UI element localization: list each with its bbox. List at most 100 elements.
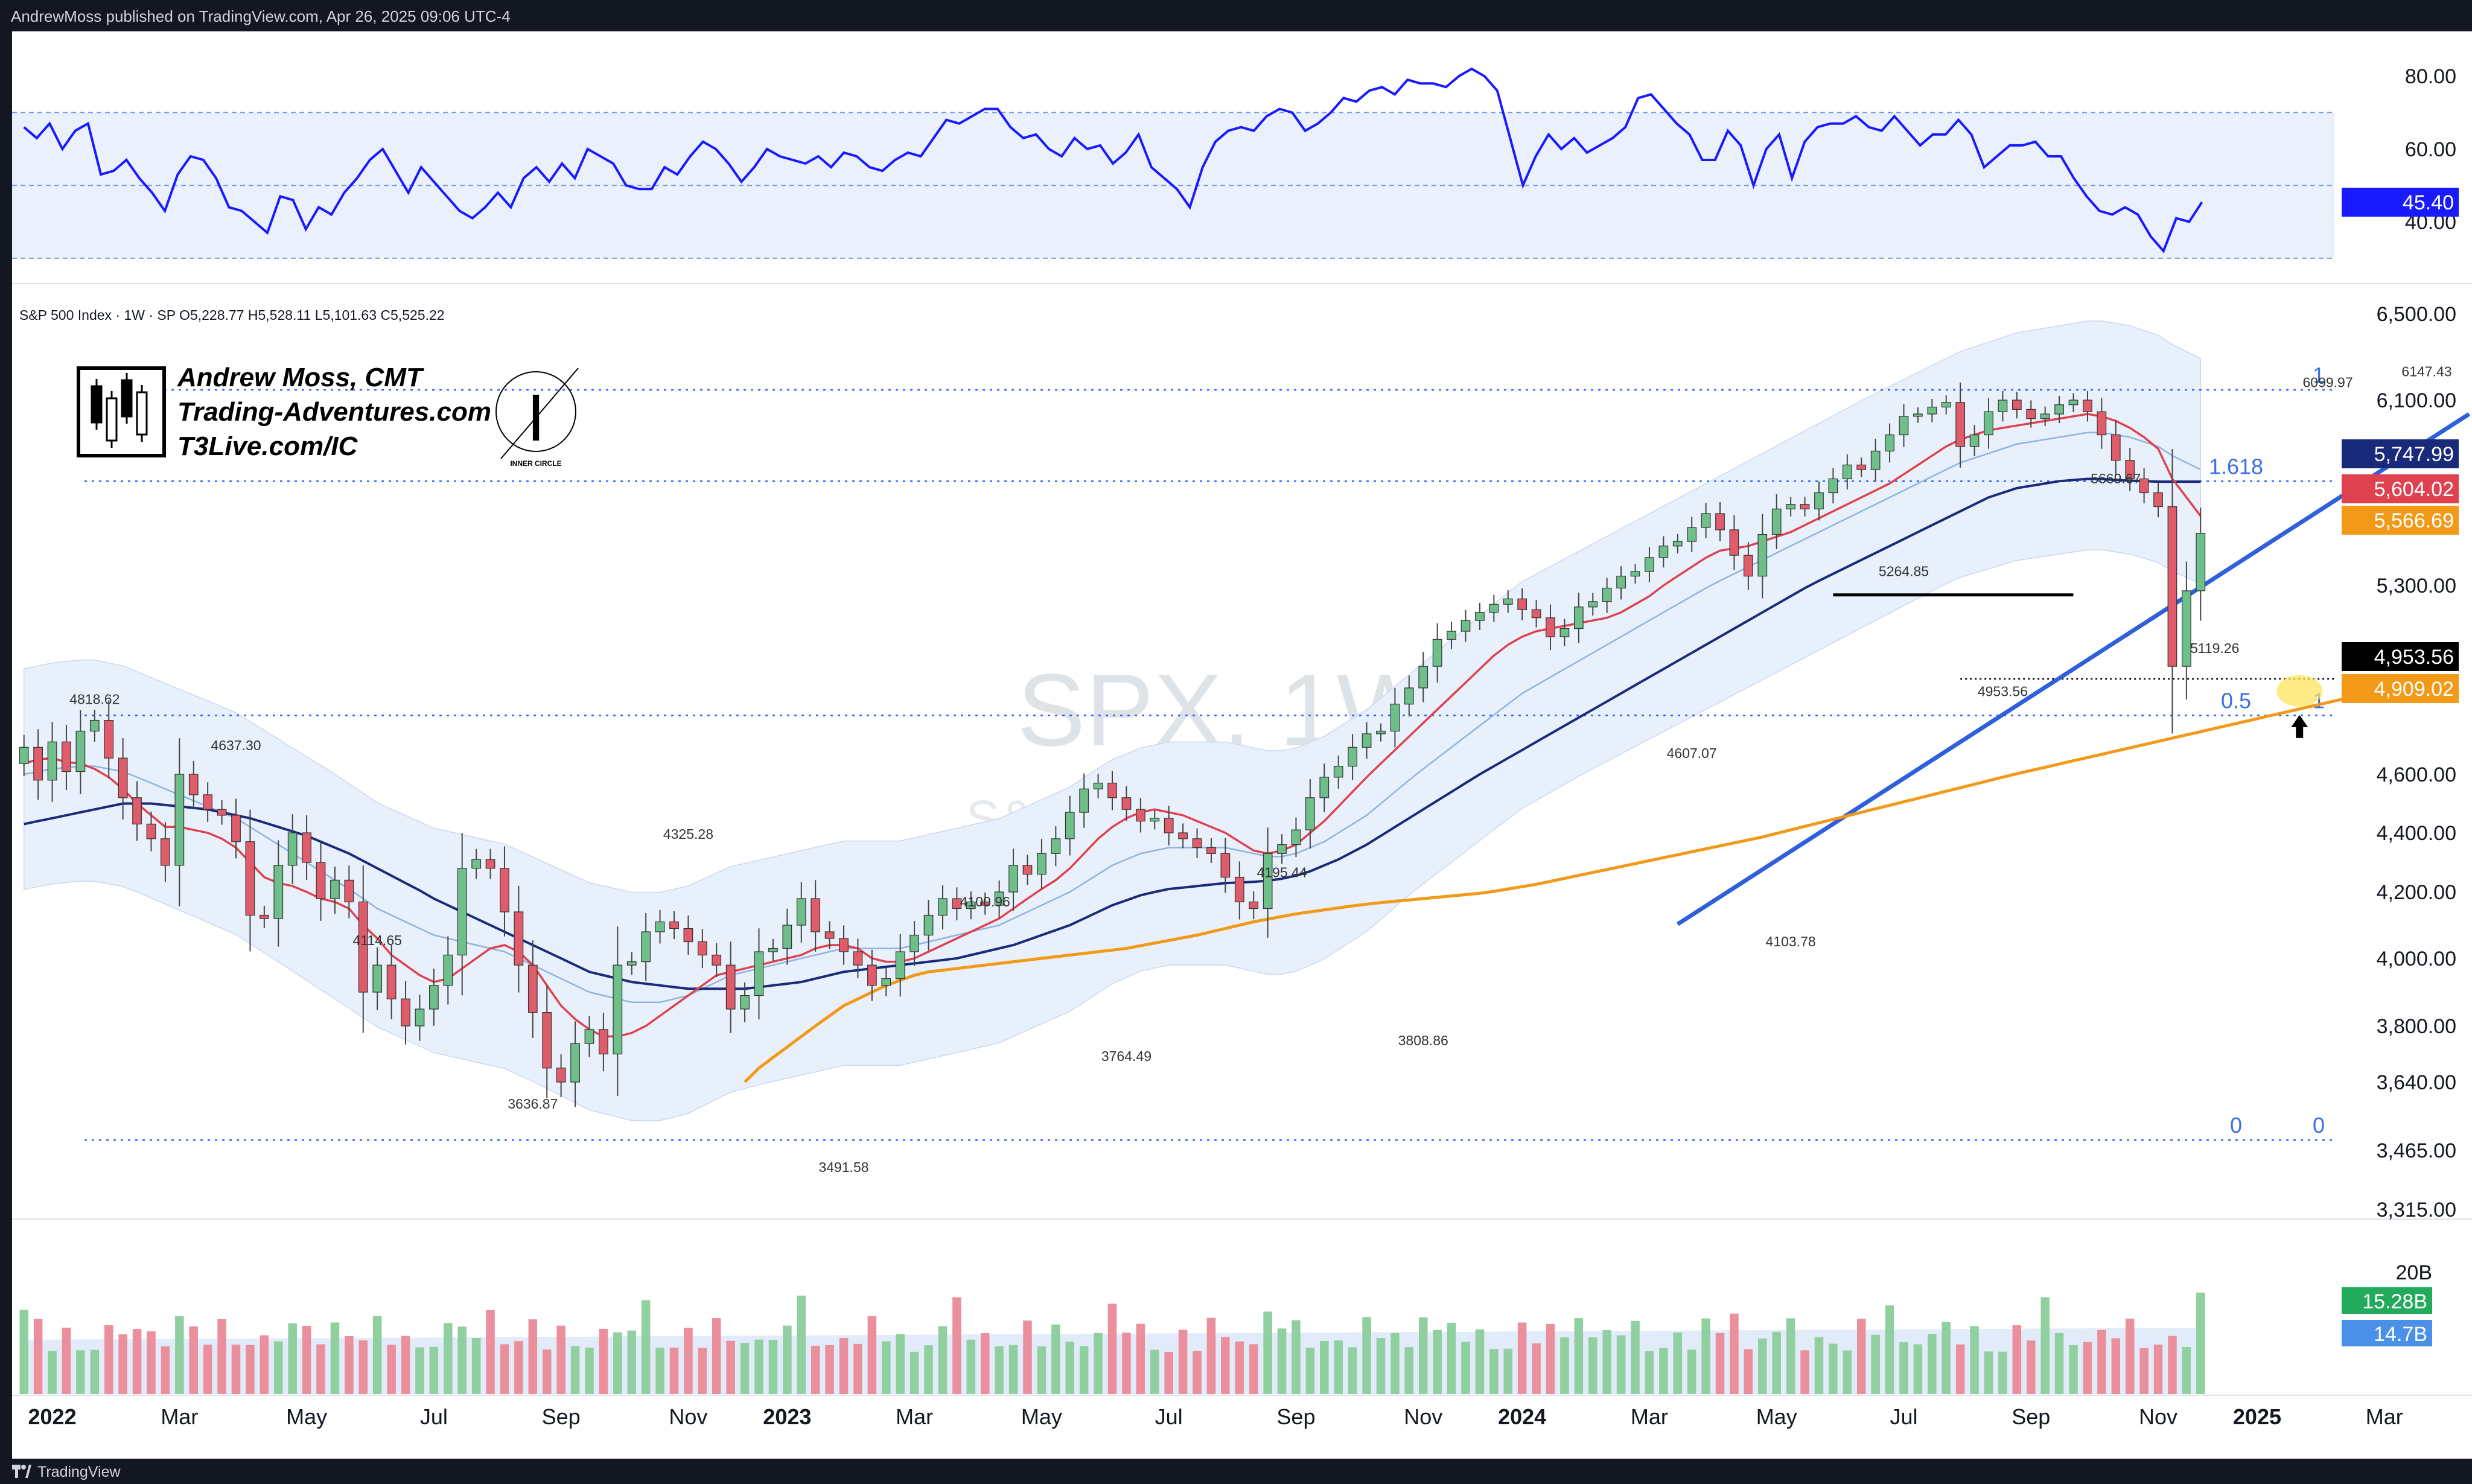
volume-bar bbox=[288, 1323, 297, 1394]
candle-body bbox=[1022, 865, 1033, 875]
candle-body bbox=[712, 954, 722, 966]
volume-bar bbox=[1404, 1347, 1414, 1394]
candle-body bbox=[1573, 607, 1584, 629]
candle-body bbox=[1037, 853, 1046, 875]
volume-bar bbox=[966, 1339, 976, 1394]
candle-body bbox=[980, 901, 990, 906]
volume-bar bbox=[853, 1343, 862, 1394]
price-tick: 3,465.00 bbox=[2377, 1139, 2456, 1162]
fib-label-left-2: 0.5 bbox=[2221, 689, 2251, 713]
time-tick: May bbox=[1756, 1404, 1797, 1429]
tradingview-logo-icon bbox=[12, 1465, 31, 1478]
volume-bar bbox=[1221, 1337, 1230, 1394]
volume-bar bbox=[1292, 1320, 1301, 1394]
candle-body bbox=[1517, 598, 1527, 610]
volume-bar bbox=[2125, 1319, 2135, 1394]
volume-bar bbox=[1730, 1313, 1739, 1394]
price-annotation: 4114.65 bbox=[352, 932, 401, 948]
volume-bar bbox=[401, 1336, 410, 1394]
candle-body bbox=[2182, 590, 2191, 667]
candle-body bbox=[75, 730, 86, 772]
candle-body bbox=[1672, 541, 1683, 547]
candle-body bbox=[1955, 402, 1966, 447]
candle-body bbox=[725, 964, 736, 1010]
candle-body bbox=[669, 921, 679, 929]
price-annotation: 3636.87 bbox=[508, 1096, 558, 1112]
price-annotation: 4637.30 bbox=[211, 737, 261, 753]
volume-bar bbox=[217, 1319, 226, 1394]
volume-bar bbox=[1885, 1305, 1894, 1394]
price-tick: 4,000.00 bbox=[2377, 947, 2456, 970]
candle-body bbox=[372, 964, 383, 993]
volume-bar bbox=[260, 1335, 269, 1394]
volume-bar bbox=[1023, 1320, 1032, 1394]
volume-bar bbox=[1942, 1322, 1951, 1394]
price-tag bbox=[2342, 474, 2459, 503]
volume-bar bbox=[2182, 1347, 2191, 1394]
candle-body bbox=[1234, 876, 1244, 903]
candle-body bbox=[1447, 631, 1456, 640]
candle-body bbox=[174, 774, 185, 866]
candle-body bbox=[1616, 576, 1626, 589]
candle-body bbox=[1503, 598, 1513, 605]
rsi-value-tag bbox=[2342, 188, 2459, 217]
time-tick: Mar bbox=[896, 1404, 933, 1429]
footer-brand: TradingView bbox=[37, 1463, 121, 1480]
volume-bar bbox=[2111, 1338, 2121, 1394]
arrow-up-icon bbox=[2291, 715, 2308, 738]
candle-body bbox=[1051, 838, 1061, 854]
volume-tag-1 bbox=[2342, 1287, 2432, 1314]
price-tag-text: 5,566.69 bbox=[2374, 509, 2454, 532]
candle-body bbox=[1008, 865, 1018, 893]
candle-body bbox=[542, 1011, 552, 1069]
candle-body bbox=[316, 862, 326, 899]
volume-bar bbox=[1800, 1350, 1809, 1394]
candle-body bbox=[471, 859, 481, 869]
candle-body bbox=[273, 865, 284, 919]
volume-bar bbox=[909, 1351, 919, 1394]
candle-body bbox=[2196, 533, 2206, 591]
candle-body bbox=[1220, 853, 1231, 878]
price-tick: 3,800.00 bbox=[2377, 1015, 2456, 1038]
logo-candle bbox=[91, 385, 103, 424]
price-tick: 4,400.00 bbox=[2377, 822, 2456, 845]
candle-body bbox=[1645, 557, 1654, 572]
price-annotation: 5119.26 bbox=[2190, 640, 2239, 656]
candle-body bbox=[1263, 853, 1273, 909]
candle-body bbox=[500, 868, 509, 912]
candle-body bbox=[1885, 434, 1894, 452]
volume-bar bbox=[1037, 1346, 1046, 1394]
brand-site2: T3Live.com/IC bbox=[177, 432, 358, 461]
candle-body bbox=[1277, 844, 1287, 854]
price-annotation: 4195.44 bbox=[1257, 865, 1307, 881]
price-tick: 5,300.00 bbox=[2377, 575, 2456, 597]
volume-bar bbox=[2026, 1340, 2036, 1394]
volume-bar bbox=[1560, 1337, 1569, 1394]
candle-body bbox=[89, 719, 100, 732]
candle-body bbox=[1602, 587, 1612, 602]
volume-bar bbox=[1843, 1350, 1852, 1394]
rsi-value-text: 45.40 bbox=[2403, 191, 2454, 214]
volume-bar bbox=[1320, 1340, 1329, 1394]
volume-bar bbox=[1532, 1343, 1541, 1394]
candle-body bbox=[1206, 847, 1216, 854]
time-tick: 2025 bbox=[2233, 1404, 2281, 1429]
volume-tick: 20B bbox=[2396, 1261, 2433, 1284]
candle-body bbox=[782, 925, 792, 949]
candle-body bbox=[104, 719, 114, 759]
candle-body bbox=[1630, 571, 1640, 577]
volume-bar bbox=[995, 1346, 1004, 1394]
candle-body bbox=[401, 998, 410, 1027]
candle-body bbox=[188, 774, 199, 795]
candle-body bbox=[2110, 434, 2121, 461]
volume-bar bbox=[1758, 1338, 1767, 1394]
candle-body bbox=[1475, 612, 1485, 621]
candle-body bbox=[161, 838, 170, 866]
candle-body bbox=[811, 898, 821, 932]
volume-bar bbox=[1928, 1334, 1937, 1394]
candle-body bbox=[485, 859, 495, 869]
candle-body bbox=[613, 964, 623, 1055]
time-tick: Sep bbox=[1276, 1404, 1315, 1429]
candle-body bbox=[344, 879, 354, 903]
